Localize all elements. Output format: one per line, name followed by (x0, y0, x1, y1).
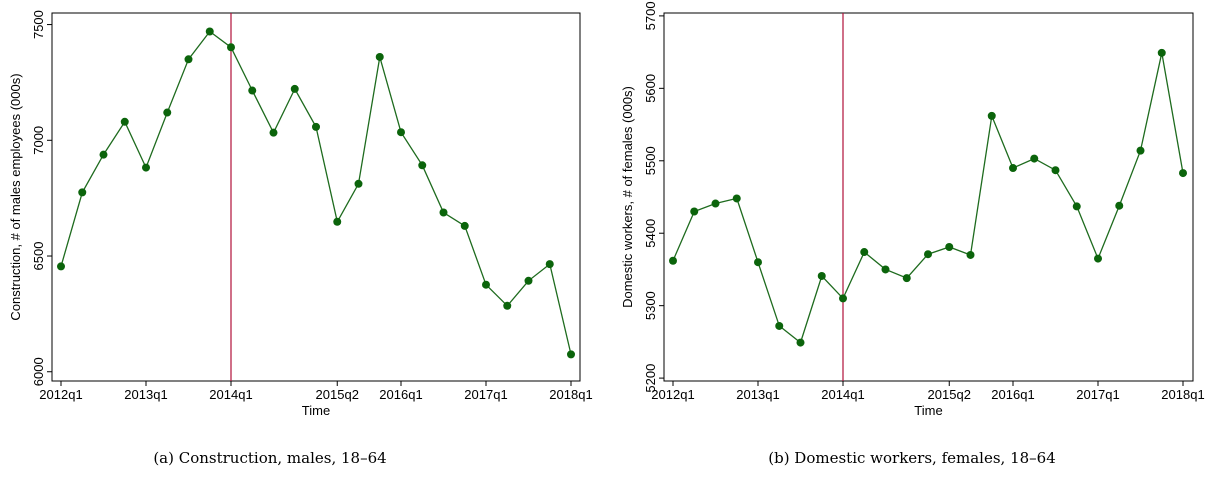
data-point (902, 274, 911, 283)
data-point (99, 150, 108, 159)
data-point (227, 43, 235, 52)
chart-panel-domestic-workers: 5200 5300 5400 5500 5600 5700 2012q1 2013q1 2014… (620, 1, 1205, 418)
data-point (1072, 202, 1081, 211)
x-tick-label: 2017q1 (464, 387, 507, 402)
data-point (567, 350, 575, 359)
y-tick-label: 5600 (643, 74, 658, 103)
data-point (524, 276, 533, 285)
x-axis-title: Time (302, 403, 330, 418)
y-tick-label: 6500 (31, 242, 46, 271)
y-tick-label: 5200 (643, 364, 658, 393)
x-tick-label: 2013q1 (736, 387, 779, 402)
data-point (754, 258, 762, 267)
y-tick-label: 7000 (31, 126, 46, 155)
data-point (881, 265, 890, 274)
data-point (1179, 169, 1187, 178)
x-tick-label: 2016q1 (991, 387, 1034, 402)
data-point (312, 122, 320, 131)
data-point (945, 242, 954, 251)
data-point (78, 188, 87, 197)
data-point (142, 163, 150, 172)
data-point (1030, 154, 1039, 163)
data-point (775, 321, 784, 330)
data-point (1157, 48, 1166, 57)
x-tick-label: 2015q2 (928, 387, 971, 402)
y-tick-label: 7500 (31, 10, 46, 39)
series-line (60, 30, 572, 355)
data-point (57, 262, 65, 271)
data-point (418, 161, 427, 170)
data-point (1094, 254, 1102, 263)
data-point (839, 294, 847, 303)
data-point (439, 208, 448, 217)
data-point (924, 250, 932, 259)
data-point (269, 128, 278, 137)
data-point (966, 250, 975, 259)
y-tick-label: 6000 (31, 357, 46, 386)
data-point (375, 52, 384, 61)
data-point (397, 128, 405, 137)
x-tick-label: 2017q1 (1076, 387, 1119, 402)
x-tick-label: 2013q1 (124, 387, 167, 402)
y-tick-label: 5400 (643, 219, 658, 248)
data-point (860, 248, 869, 257)
data-point (1136, 146, 1145, 155)
plot-frame (663, 12, 1194, 382)
x-tick-label: 2015q2 (316, 387, 359, 402)
x-tick-label: 2014q1 (821, 387, 864, 402)
y-tick-label: 5700 (643, 1, 658, 30)
data-point (1009, 164, 1017, 173)
caption-b: (b) Domestic workers, females, 18–64 (768, 449, 1056, 467)
data-point (205, 27, 214, 36)
plot-frame (51, 12, 581, 382)
data-point (163, 108, 172, 117)
chart-panel-construction: 6000 6500 7000 7500 2012q1 2013q1 2014q1 2015q2… (8, 10, 593, 418)
y-tick-label: 5500 (643, 146, 658, 175)
data-point (333, 217, 342, 226)
x-tick-label: 2012q1 (651, 387, 694, 402)
data-point (290, 84, 299, 93)
data-point (184, 55, 193, 64)
data-point (248, 86, 257, 95)
data-point (690, 207, 699, 216)
data-point (987, 111, 996, 120)
y-tick-label: 5300 (643, 291, 658, 320)
y-axis-title: Construction, # of males employees (000s… (8, 73, 23, 320)
data-point (796, 338, 805, 347)
data-point (503, 301, 512, 310)
x-tick-label: 2012q1 (39, 387, 82, 402)
data-point (1051, 166, 1060, 175)
data-point (460, 221, 469, 230)
data-point (817, 271, 826, 280)
data-point (732, 194, 741, 203)
data-point (482, 280, 490, 289)
x-tick-label: 2016q1 (379, 387, 422, 402)
x-tick-label: 2014q1 (209, 387, 252, 402)
data-point (669, 256, 677, 265)
data-point (1115, 201, 1124, 210)
series-line (672, 52, 1184, 344)
data-point (545, 260, 554, 269)
x-tick-label: 2018q1 (1161, 387, 1204, 402)
caption-a: (a) Construction, males, 18–64 (153, 449, 387, 467)
x-axis-title: Time (914, 403, 942, 418)
data-point (711, 199, 720, 208)
data-point (120, 117, 129, 126)
y-axis-title: Domestic workers, # of females (000s) (620, 86, 635, 308)
x-tick-label: 2018q1 (549, 387, 592, 402)
data-point (354, 179, 363, 188)
